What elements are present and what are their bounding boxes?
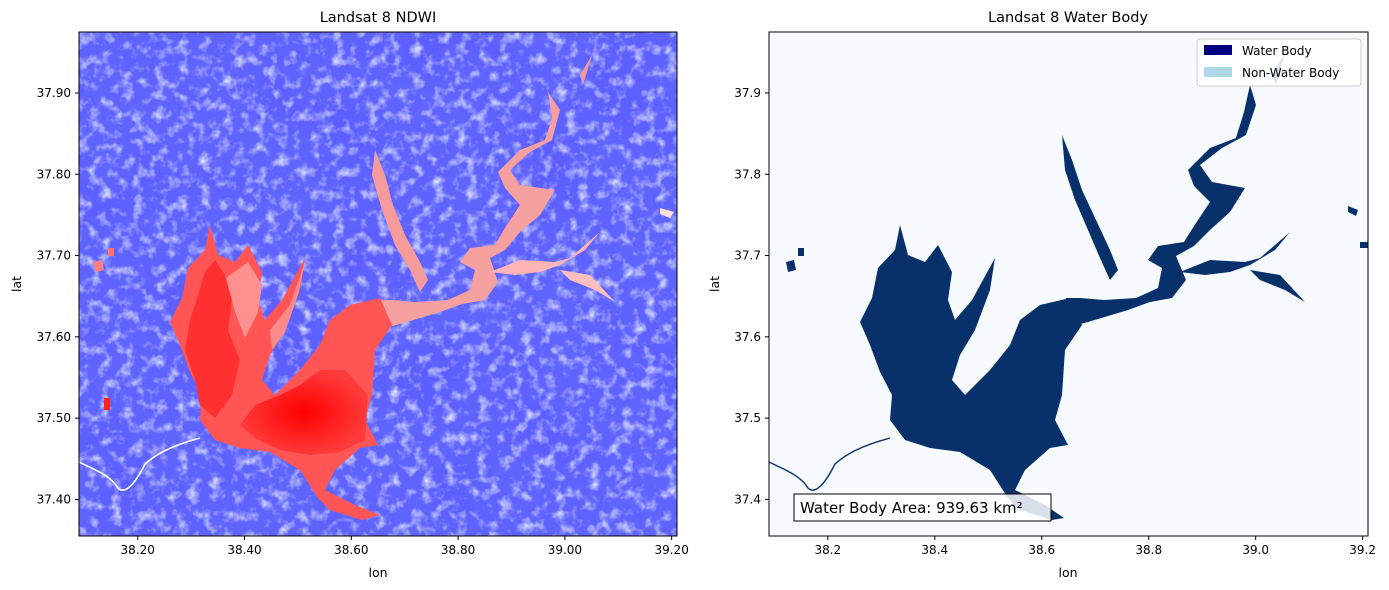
legend-label-water: Water Body [1242, 44, 1312, 58]
ndwi-y-ticks: 37.40 37.50 37.60 37.70 37.80 37.90 [37, 86, 79, 506]
water-body-y-tick-label: 37.7 [734, 249, 761, 263]
ndwi-reservoir [93, 38, 674, 520]
water-body-y-tick-label: 37.9 [734, 86, 761, 100]
water-body-x-ticks: 38.2 38.4 38.6 38.8 39.0 39.2 [814, 536, 1376, 557]
ndwi-x-tick-label: 39.00 [548, 543, 582, 557]
ndwi-y-tick-label: 37.70 [37, 249, 71, 263]
water-body-x-tick-label: 39.0 [1242, 543, 1269, 557]
water-body-image [769, 32, 1368, 536]
water-body-y-tick-label: 37.5 [734, 411, 761, 425]
ndwi-river [79, 437, 201, 491]
ndwi-y-tick-label: 37.80 [37, 167, 71, 181]
water-body-y-tick-label: 37.4 [734, 492, 761, 506]
ndwi-x-tick-label: 38.60 [334, 543, 368, 557]
water-body-x-tick-label: 39.2 [1349, 543, 1376, 557]
water-body-axes-frame [768, 31, 1369, 537]
ndwi-panel: Landsat 8 NDWI [9, 10, 689, 580]
water-body-xlabel: lon [1058, 565, 1077, 580]
ndwi-y-tick-label: 37.40 [37, 492, 71, 506]
ndwi-y-tick-label: 37.50 [37, 411, 71, 425]
water-body-title: Landsat 8 Water Body [988, 10, 1148, 26]
water-body-x-tick-label: 38.2 [814, 543, 841, 557]
water-river [769, 437, 891, 491]
water-body-x-tick-label: 38.8 [1135, 543, 1162, 557]
ndwi-image [79, 32, 677, 536]
ndwi-x-ticks: 38.20 38.40 38.60 38.80 39.00 39.20 [121, 536, 689, 557]
ndwi-x-tick-label: 38.40 [227, 543, 261, 557]
ndwi-y-tick-label: 37.60 [37, 330, 71, 344]
ndwi-axes-frame [78, 31, 678, 537]
land-background [769, 32, 1368, 536]
ndwi-x-tick-label: 39.20 [654, 543, 688, 557]
ndwi-y-tick-label: 37.90 [37, 86, 71, 100]
ndwi-x-tick-label: 38.20 [121, 543, 155, 557]
water-body-panel: Landsat 8 Water Body 38.2 38.4 38.6 38.8 39.… [707, 10, 1376, 580]
water-body-y-tick-label: 37.6 [734, 330, 761, 344]
legend-swatch-water [1204, 45, 1232, 55]
water-body-y-ticks: 37.4 37.5 37.6 37.7 37.8 37.9 [734, 86, 769, 506]
water-body-y-tick-label: 37.8 [734, 167, 761, 181]
ndwi-xlabel: lon [368, 565, 387, 580]
water-body-x-tick-label: 38.6 [1028, 543, 1055, 557]
legend: Water Body Non-Water Body [1196, 38, 1362, 87]
legend-box [1196, 38, 1362, 87]
ndwi-ylabel: lat [9, 276, 24, 292]
water-mask [786, 38, 1368, 520]
area-annotation: Water Body Area: 939.63 km² [793, 493, 1052, 522]
water-body-ylabel: lat [707, 276, 722, 292]
legend-swatch-non-water [1204, 67, 1232, 77]
ndwi-title: Landsat 8 NDWI [320, 10, 437, 26]
water-body-x-tick-label: 38.4 [921, 543, 948, 557]
area-annotation-box [793, 493, 1052, 522]
area-annotation-text: Water Body Area: 939.63 km² [800, 499, 1023, 517]
ndwi-x-tick-label: 38.80 [441, 543, 475, 557]
legend-label-non-water: Non-Water Body [1242, 66, 1339, 80]
